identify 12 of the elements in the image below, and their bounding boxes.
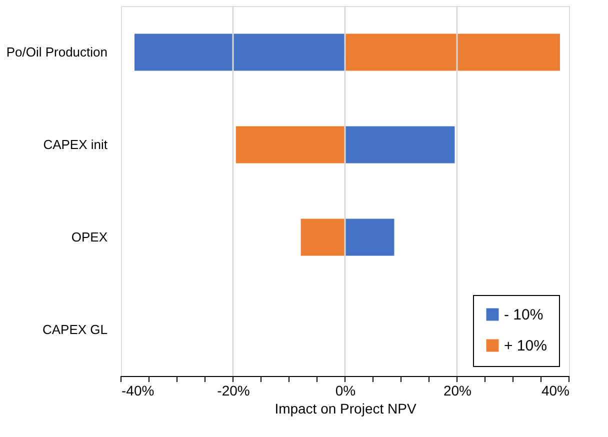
- y-tick-label: OPEX: [71, 229, 108, 244]
- x-tick-label: -40%: [122, 382, 154, 398]
- x-axis-title: Impact on Project NPV: [274, 400, 417, 416]
- y-tick-label: CAPEX init: [43, 136, 108, 152]
- x-tick-label: 0%: [335, 382, 356, 398]
- legend-label: - 10%: [504, 306, 544, 324]
- y-tick-label: CAPEX GL: [42, 322, 108, 337]
- x-tick-label: 40%: [541, 382, 570, 398]
- legend-label: + 10%: [504, 338, 547, 354]
- y-tick-label: Po/Oil Production: [6, 44, 108, 60]
- x-tick-label: -20%: [217, 382, 250, 398]
- x-tick-label: 20%: [443, 382, 472, 398]
